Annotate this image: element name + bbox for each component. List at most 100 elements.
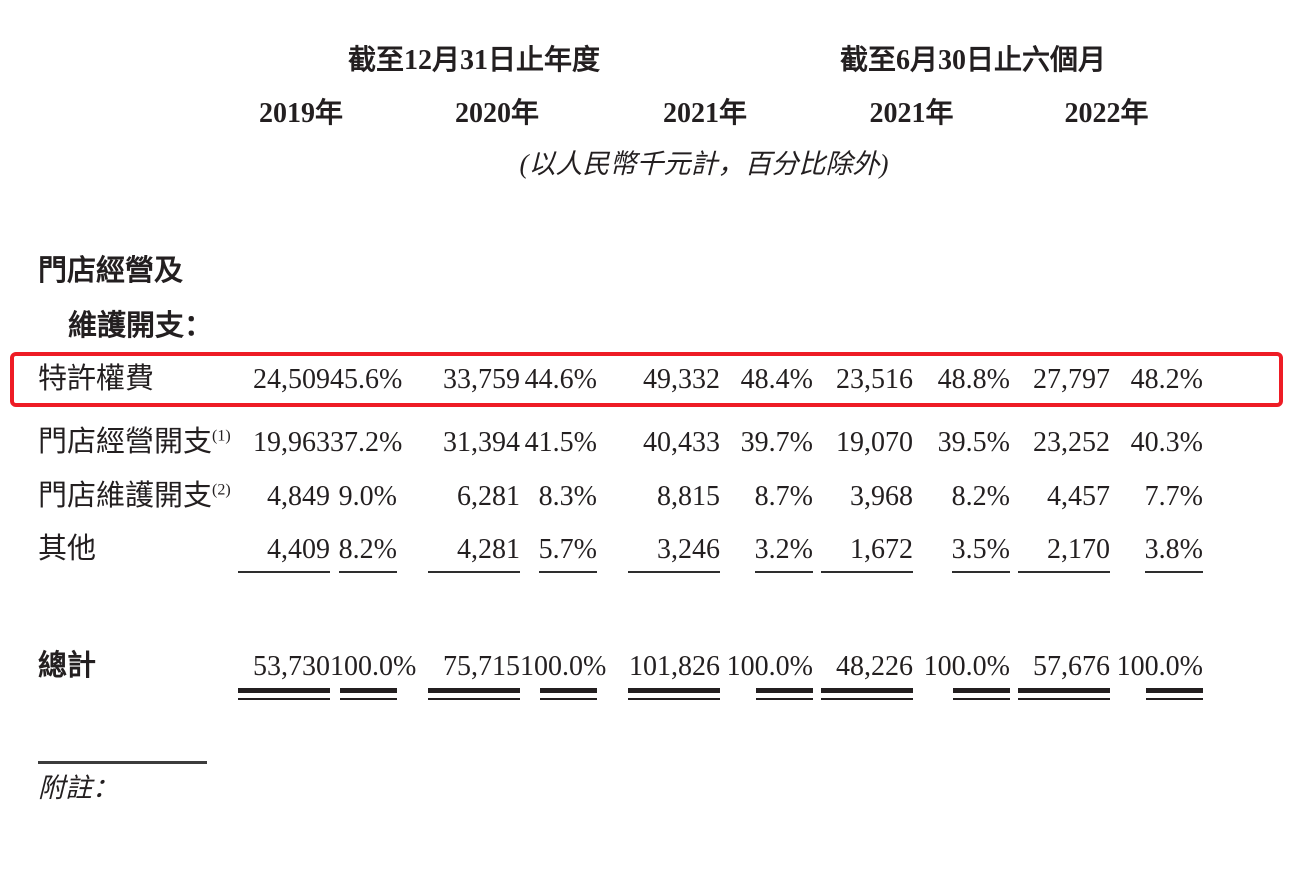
period-group-interim: 截至6月30日止六個月 xyxy=(839,45,1106,76)
double-rule xyxy=(628,688,720,700)
cell-percent: 100.0% xyxy=(330,651,416,700)
cell-value: 19,070 xyxy=(836,427,913,458)
year-header-2019: 2019年 xyxy=(258,98,343,129)
cell-value: 23,252 xyxy=(1033,427,1110,458)
cell-value: 6,281 xyxy=(457,481,520,512)
cell-value: 2,170 xyxy=(1010,534,1110,573)
cell-percent: 9.0% xyxy=(338,481,397,512)
cell-value: 3,246 xyxy=(597,534,720,573)
cell-value: 8,815 xyxy=(657,481,720,512)
total-value: 100.0% xyxy=(1116,651,1203,682)
cell-percent: 39.5% xyxy=(937,427,1010,458)
double-rule xyxy=(953,688,1010,700)
underlined-value: 3.8% xyxy=(1144,534,1203,573)
year-header-2021: 2021年 xyxy=(662,98,747,129)
total-value: 53,730 xyxy=(253,651,330,682)
year-header-2021-interim: 2021年 xyxy=(869,98,954,129)
underlined-value: 4,281 xyxy=(428,534,520,573)
footnote-marker-1: (1) xyxy=(212,427,231,445)
section-heading-row-2: 維護開支： xyxy=(38,310,1203,342)
cell-value: 4,849 xyxy=(267,481,330,512)
table-row-store-operating-expenses: 門店經營開支(1) 19,963 37.2% 31,394 41.5% 40,4… xyxy=(38,426,1203,459)
cell-percent: 100.0% xyxy=(913,651,1010,700)
cell-percent: 8.3% xyxy=(538,481,597,512)
underlined-value: 3,246 xyxy=(628,534,720,573)
cell-percent: 100.0% xyxy=(720,651,813,700)
footnote-divider xyxy=(38,761,207,764)
cell-percent: 3.8% xyxy=(1110,534,1203,573)
cell-percent: 8.2% xyxy=(951,481,1010,512)
cell-value: 19,963 xyxy=(253,427,330,458)
total-value: 100.0% xyxy=(923,651,1010,682)
total-value: 48,226 xyxy=(836,651,913,682)
underlined-value: 3.5% xyxy=(951,534,1010,573)
cell-percent: 40.3% xyxy=(1130,427,1203,458)
row-label-store-maintenance-expenses: 門店維護開支(2) xyxy=(38,480,231,512)
unit-note-row: (以人民幣千元計，百分比除外) xyxy=(38,148,1203,180)
underlined-value: 3.2% xyxy=(754,534,813,573)
cell-percent: 41.5% xyxy=(524,427,597,458)
row-label-total: 總計 xyxy=(38,650,97,682)
cell-percent: 7.7% xyxy=(1144,481,1203,512)
cell-value: 24,509 xyxy=(253,364,330,395)
total-value: 100.0% xyxy=(330,651,417,682)
underlined-value: 2,170 xyxy=(1018,534,1110,573)
cell-percent: 44.6% xyxy=(524,364,597,395)
cell-value: 31,394 xyxy=(443,427,520,458)
table-row-total: 總計 53,730 100.0% 75,715 100.0% 101,826 1… xyxy=(38,650,1203,700)
cell-value: 49,332 xyxy=(643,364,720,395)
row-label-text: 門店經營開支 xyxy=(38,426,213,458)
row-label-franchise-fee: 特許權費 xyxy=(38,363,155,395)
cell-percent: 8.2% xyxy=(330,534,397,573)
section-heading-line1: 門店經營及 xyxy=(38,255,184,287)
double-rule xyxy=(238,688,330,700)
cell-value: 53,730 xyxy=(205,651,330,700)
cell-percent: 100.0% xyxy=(1110,651,1203,700)
cell-value: 1,672 xyxy=(813,534,913,573)
underlined-value: 5.7% xyxy=(538,534,597,573)
underlined-value: 4,409 xyxy=(238,534,330,573)
total-value: 75,715 xyxy=(443,651,520,682)
cell-percent: 48.8% xyxy=(937,364,1010,395)
total-value: 100.0% xyxy=(520,651,607,682)
period-header-row: 截至12月31日止年度 截至6月30日止六個月 xyxy=(38,45,1203,77)
cell-value: 48,226 xyxy=(813,651,913,700)
cell-value: 75,715 xyxy=(397,651,520,700)
cell-value: 3,968 xyxy=(850,481,913,512)
cell-value: 23,516 xyxy=(836,364,913,395)
cell-percent: 8.7% xyxy=(754,481,813,512)
period-group-annual: 截至12月31日止年度 xyxy=(347,45,600,76)
total-value: 101,826 xyxy=(629,651,720,682)
cell-percent: 39.7% xyxy=(740,427,813,458)
cell-value: 40,433 xyxy=(643,427,720,458)
double-rule xyxy=(428,688,520,700)
double-rule xyxy=(540,688,597,700)
year-header-row: 2019年 2020年 2021年 2021年 2022年 xyxy=(38,98,1203,130)
financial-table: 截至12月31日止年度 截至6月30日止六個月 2019年 2020年 2021… xyxy=(10,45,1283,804)
cell-percent: 100.0% xyxy=(520,651,606,700)
row-label-store-operating-expenses: 門店經營開支(1) xyxy=(38,426,231,458)
row-label-text: 門店維護開支 xyxy=(38,480,213,512)
double-rule xyxy=(821,688,913,700)
table-row-store-maintenance-expenses: 門店維護開支(2) 4,849 9.0% 6,281 8.3% 8,815 8.… xyxy=(38,480,1203,513)
section-heading-line2: 維護開支： xyxy=(68,310,214,342)
double-rule xyxy=(340,688,397,700)
cell-percent: 5.7% xyxy=(520,534,597,573)
cell-value: 101,826 xyxy=(597,651,720,700)
row-label-others: 其他 xyxy=(38,533,97,565)
cell-value: 4,457 xyxy=(1047,481,1110,512)
total-value: 100.0% xyxy=(726,651,813,682)
double-rule xyxy=(756,688,813,700)
section-heading-row-1: 門店經營及 xyxy=(38,255,1203,287)
footnote-marker-2: (2) xyxy=(212,481,231,499)
underlined-value: 8.2% xyxy=(338,534,397,573)
unit-note: (以人民幣千元計，百分比除外) xyxy=(519,149,889,179)
cell-percent: 37.2% xyxy=(330,427,403,458)
footnote-label: 附註： xyxy=(38,773,119,803)
underlined-value: 1,672 xyxy=(821,534,913,573)
cell-percent: 45.6% xyxy=(330,364,403,395)
table-row-others: 其他 4,409 8.2% 4,281 5.7% 3,246 3.2% 1,67… xyxy=(38,533,1203,573)
table-row-franchise-fee red-highlight-box: 特許權費 24,509 45.6% 33,759 44.6% 49,332 48… xyxy=(10,352,1283,407)
cell-percent: 48.2% xyxy=(1130,364,1203,395)
